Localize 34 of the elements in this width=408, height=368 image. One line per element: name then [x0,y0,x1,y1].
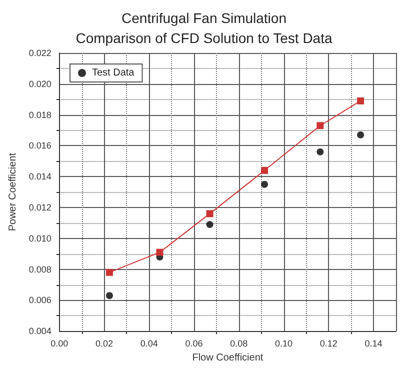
x-tick-label: 0.10 [275,338,293,349]
x-tick-label: 0.02 [96,338,114,349]
chart-title: Centrifugal Fan Simulation [122,10,286,26]
y-tick-label: 0.014 [28,172,52,182]
x-axis-title: Flow Coefficient [192,352,264,364]
y-tick-label: 0.006 [28,295,52,306]
x-tick-label: 0.12 [320,338,338,349]
x-tick-label: 0.04 [140,338,158,349]
y-tick-label: 0.012 [28,202,52,212]
y-tick-label: 0.020 [28,78,52,89]
x-tick-label: 0.08 [230,338,248,349]
point [357,97,364,104]
y-axis-title: Power Coefficient [8,152,18,232]
x-tick-label: 0.06 [185,338,203,349]
point [261,166,268,174]
point [206,220,214,228]
point [316,122,324,130]
point [261,180,268,188]
y-tick-label: 0.016 [28,140,52,151]
x-tick-label: 0.00 [50,338,68,349]
point [206,210,214,218]
legend-label: Test Data [92,68,135,78]
y-tick-label: 0.022 [28,48,52,58]
point [316,148,324,156]
y-tick-label: 0.010 [28,233,52,244]
point [357,131,364,138]
x-tick-label: 0.14 [364,338,382,349]
y-tick-label: 0.004 [28,326,52,336]
point [106,292,113,300]
point [106,268,113,276]
point [156,248,164,256]
y-tick-label: 0.018 [28,110,52,120]
chart-subtitle: Comparison of CFD Solution to Test Data [76,30,332,46]
y-tick-label: 0.008 [28,264,52,274]
